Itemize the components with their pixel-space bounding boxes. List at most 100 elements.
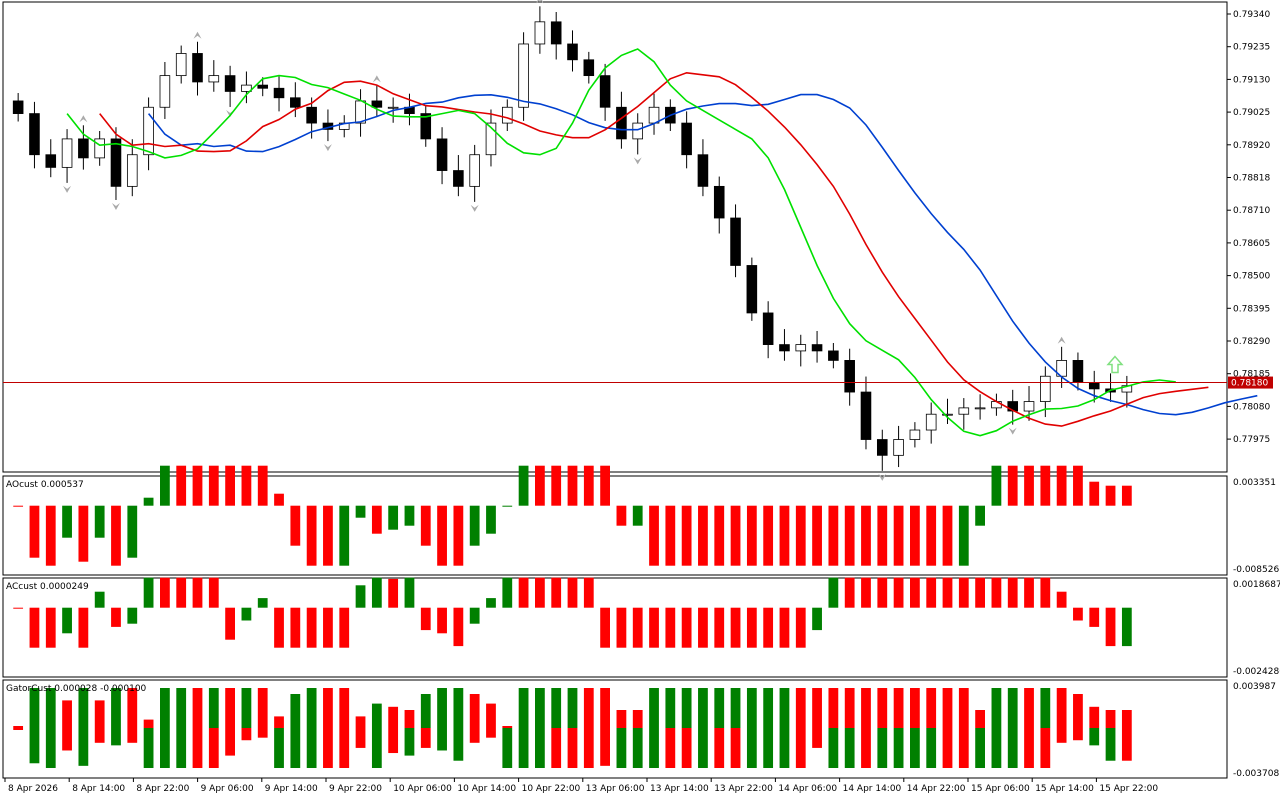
gator-upper-bar [94, 700, 105, 728]
gator-upper-bar [241, 688, 252, 728]
gator-panel-frame [2, 679, 1228, 779]
candle-body [290, 97, 301, 108]
gator-lower-bar [420, 728, 431, 748]
fractal-down-arrow [633, 157, 642, 165]
ao-bar [1121, 485, 1132, 506]
gator-upper-bar [111, 688, 121, 728]
ao-bar [78, 505, 89, 562]
ac-bar [812, 607, 822, 631]
ao-bar [13, 505, 24, 507]
gator-upper-bar [698, 688, 708, 728]
candle-body [648, 106, 660, 124]
gator-upper-bar [779, 688, 790, 728]
ac-bar [714, 607, 725, 648]
gator-upper-bar [78, 688, 89, 728]
gator-lower-bar [257, 728, 268, 738]
gator-lower-bar [502, 728, 513, 768]
ao-bar [371, 505, 382, 534]
ac-bar [681, 607, 692, 648]
gator-lower-bar [404, 728, 415, 756]
ac-bar [306, 607, 317, 648]
gator-upper-bar [1040, 688, 1051, 728]
y-tick-label: 0.78818 [1233, 174, 1270, 184]
gator-lower-bar [763, 728, 774, 768]
gator-upper-bar [518, 688, 529, 728]
gator-upper-bar [371, 703, 382, 728]
slow-ma-line [147, 93, 1258, 416]
candle-body [175, 53, 187, 77]
gator-upper-bar [1024, 688, 1034, 728]
x-tick-label: 13 Apr 22:00 [714, 784, 773, 794]
ac-bar [355, 585, 366, 608]
gator-upper-bar [176, 688, 187, 728]
ac-bar [518, 577, 529, 608]
gator-upper-bar [583, 688, 594, 728]
ac-bar [62, 607, 72, 634]
gator-upper-bar [486, 703, 496, 728]
fractal-up-arrow [193, 31, 202, 39]
ao-bar [241, 465, 252, 506]
ac-bar [1073, 607, 1083, 621]
gator-lower-bar [160, 728, 170, 768]
gator-lower-bar [616, 728, 627, 768]
ac-bar [698, 607, 708, 648]
ao-bar [1056, 465, 1067, 506]
ao-bar [1007, 465, 1018, 506]
ac-bar [420, 607, 431, 631]
ao-bar [502, 505, 513, 507]
ao-bar [192, 465, 203, 506]
ac-bar [910, 577, 920, 608]
ao-bar [306, 505, 317, 566]
gator-lower-bar [779, 728, 790, 768]
ao-bar [143, 497, 154, 506]
gator-lower-bar [910, 728, 920, 768]
gator-upper-bar [1089, 706, 1100, 728]
gator-lower-bar [486, 728, 496, 738]
fractal-up-arrow [372, 75, 381, 83]
gator-lower-bar [861, 728, 871, 768]
gator-upper-bar [192, 688, 203, 728]
ao-bar [600, 465, 610, 506]
gator-upper-bar [29, 688, 40, 728]
ao-bar [1089, 481, 1100, 506]
gator-lower-bar [828, 728, 839, 768]
gator-lower-bar [844, 728, 855, 768]
y-tick-label: 0.78920 [1233, 141, 1270, 151]
ac-bar [583, 577, 594, 608]
candle-body [876, 439, 888, 456]
y-tick-label: 0.78080 [1233, 402, 1270, 412]
ac-bar [665, 607, 676, 648]
x-tick-label: 8 Apr 14:00 [72, 784, 125, 794]
ac-bar [78, 607, 89, 648]
gator-upper-bar [567, 688, 578, 728]
gator-lower-bar [388, 728, 399, 754]
gator-lower-bar [453, 728, 464, 761]
gator-upper-bar [844, 688, 855, 728]
candle-body [1040, 375, 1051, 402]
gator-lower-bar [551, 728, 562, 768]
ao-bar [763, 505, 774, 566]
ao-bar [1073, 465, 1083, 506]
ao-bar [812, 505, 822, 566]
indicator-axis-max: 0.003987 [1233, 682, 1276, 692]
gator-histogram-layer [13, 688, 1132, 768]
ao-bar [746, 505, 757, 566]
ao-bar [111, 505, 121, 566]
ao-bar [225, 465, 235, 506]
mid-ma-line [99, 71, 1209, 427]
y-tick-label: 0.78605 [1233, 239, 1270, 249]
ao-bar [551, 465, 562, 506]
candle-body [1072, 360, 1084, 383]
gator-lower-bar [567, 728, 578, 768]
gator-lower-bar [535, 728, 545, 768]
x-tick-label: 8 Apr 22:00 [136, 784, 189, 794]
gator-upper-bar [714, 688, 725, 728]
ao-bar [535, 465, 545, 506]
gator-lower-bar [1007, 728, 1018, 768]
gator-upper-bar [1056, 688, 1067, 728]
ac-bar [437, 607, 447, 634]
ac-bar [795, 607, 806, 648]
gator-upper-bar [958, 688, 969, 728]
gator-lower-bar [877, 728, 888, 768]
ac-panel-label: ACcust 0.0000249 [6, 582, 89, 592]
